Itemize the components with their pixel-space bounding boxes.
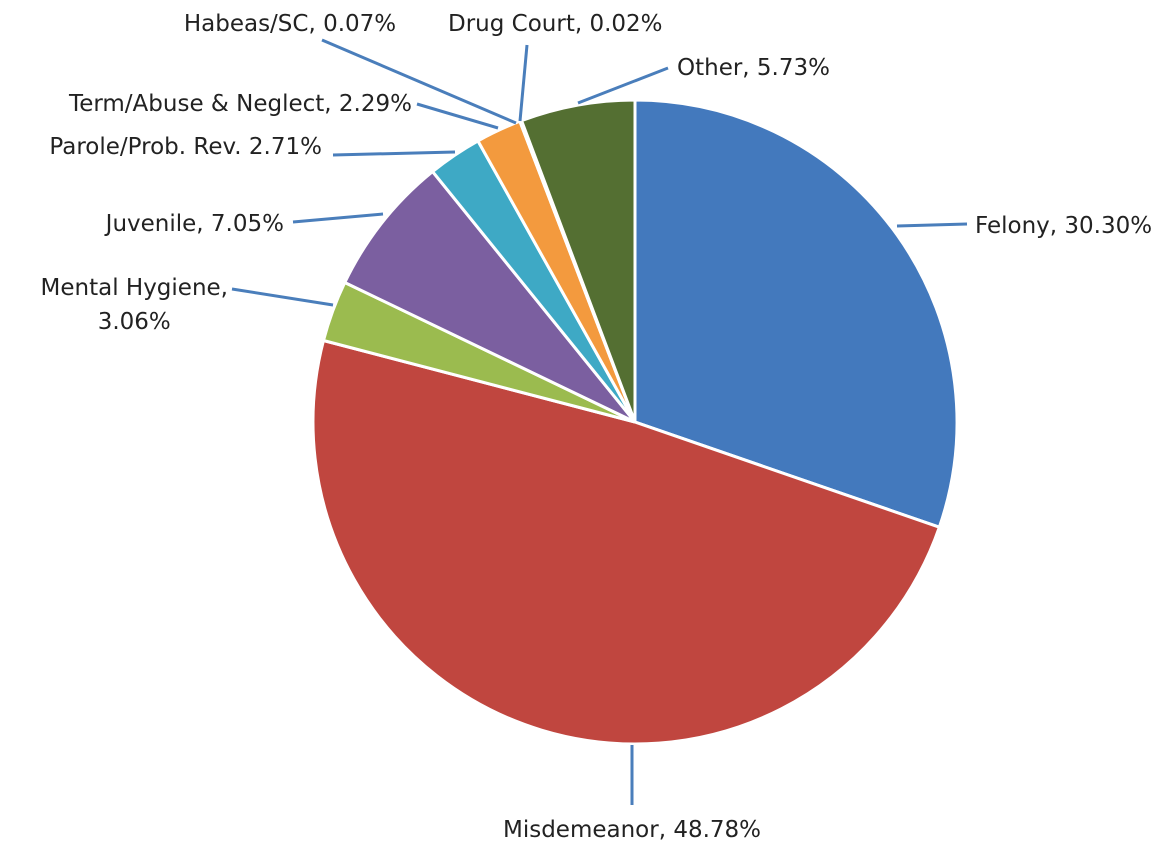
leader-line [332,150,456,157]
data-label: Juvenile, 7.05% [105,211,284,237]
pie-slice [311,338,942,746]
leader-line [416,102,499,130]
data-label: Mental Hygiene, 3.06% [40,275,228,335]
pie-slice [633,98,959,530]
data-label: Term/Abuse & Neglect, 2.29% [69,91,412,117]
leader-line [518,44,529,122]
leader-line [321,38,517,125]
data-label: Habeas/SC, 0.07% [183,11,397,37]
leader-line [292,212,384,224]
leader-line [231,287,334,307]
leader-line [577,66,669,105]
data-label: Parole/Prob. Rev. 2.71% [49,134,322,160]
leader-line [896,222,968,228]
data-label: Drug Court, 0.02% [448,11,663,37]
pie-slice [519,98,637,423]
data-label: Misdemeanor, 48.78% [502,817,762,843]
pie-slice [342,169,637,424]
data-label: Other, 5.73% [677,55,830,81]
data-label: Felony, 30.30% [975,213,1153,239]
